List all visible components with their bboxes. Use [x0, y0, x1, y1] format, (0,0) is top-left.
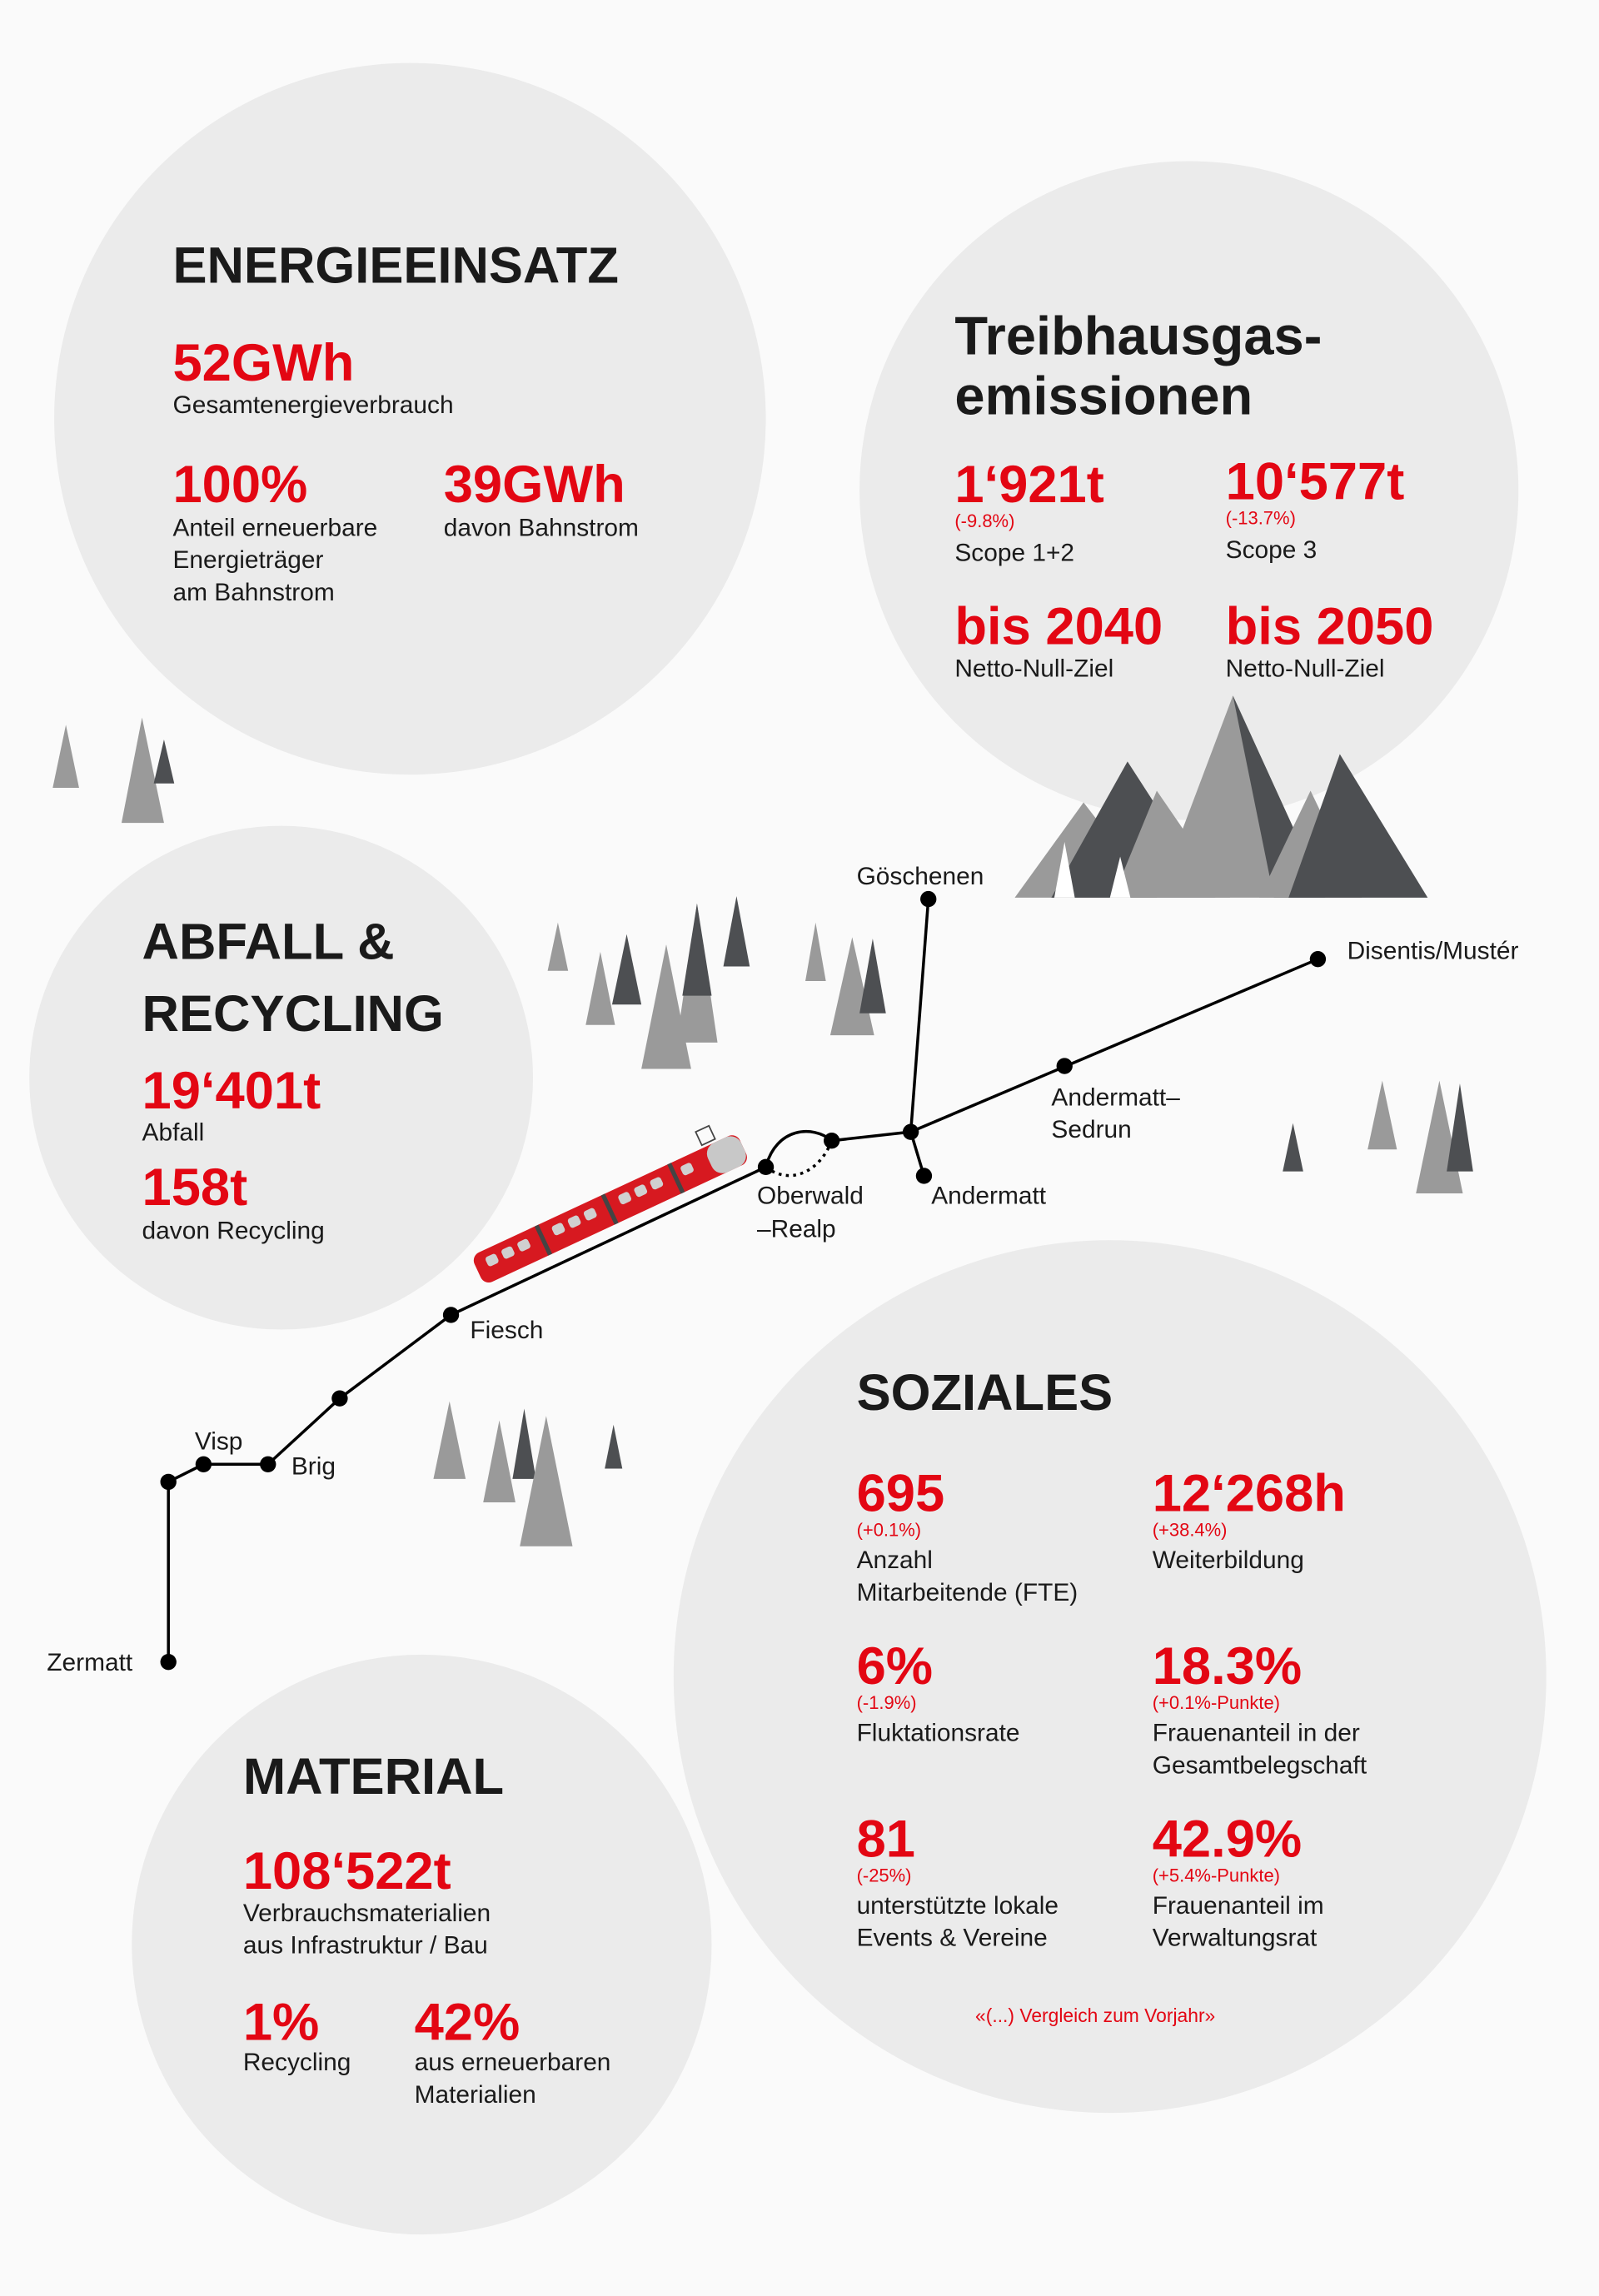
section-title: RECYCLING	[142, 985, 444, 1043]
station-fiesch: Fiesch	[470, 1317, 543, 1344]
abfall-circle	[29, 825, 533, 1330]
stat-label: aus Infrastruktur / Bau	[243, 1932, 488, 1960]
stat-value: 42%	[415, 1993, 521, 2051]
treibhaus-section: Treibhausgas- emissionen 1‘921t (-9.8%) …	[954, 306, 1433, 683]
section-title: ABFALL &	[142, 914, 395, 971]
section-title: MATERIAL	[243, 1748, 504, 1805]
soziales-section: SOZIALES 695(+0.1%) Anzahl Mitarbeitende (…	[857, 1364, 1367, 2026]
stat-change: (+0.1%-Punkte)	[1153, 1692, 1280, 1713]
stat-value: 695	[857, 1465, 945, 1523]
stat-label: Anteil erneuerbare	[172, 515, 377, 542]
material-circle	[132, 1654, 712, 2235]
stat-label: Scope 3	[1226, 536, 1318, 564]
stat-label: aus erneuerbaren	[415, 2049, 611, 2076]
section-title: Treibhausgas-	[954, 306, 1322, 366]
stat-label: Verwaltungsrat	[1153, 1925, 1318, 1952]
stat-label: Verbrauchsmaterialien	[243, 1900, 491, 1927]
station-oberwald: Oberwald	[757, 1182, 864, 1209]
stat-label: Frauenanteil in der	[1153, 1720, 1360, 1747]
stat-value: 19‘401t	[142, 1062, 321, 1120]
stat-change: (+38.4%)	[1153, 1519, 1228, 1540]
stat-change: (-13.7%)	[1226, 507, 1296, 528]
energie-circle	[54, 62, 766, 775]
stat-label: Materialien	[415, 2081, 536, 2109]
stat-value: 100%	[172, 456, 307, 514]
stat-label: Gesamtenergieverbrauch	[172, 391, 453, 419]
stat-label: davon Bahnstrom	[444, 515, 639, 542]
stat-value: 10‘577t	[1226, 453, 1405, 511]
station-labels: Göschenen Disentis/Mustér Andermatt– Sed…	[47, 863, 1518, 1676]
stat-label: Recycling	[243, 2049, 351, 2076]
stat-change: (-9.8%)	[954, 510, 1014, 531]
stat-change: (+0.1%)	[857, 1519, 922, 1540]
station-andermatt-sedrun: Andermatt–	[1051, 1084, 1180, 1112]
stat-value: 12‘268h	[1153, 1465, 1346, 1523]
stat-change: (-25%)	[857, 1865, 912, 1885]
stat-label: Anzahl	[857, 1546, 933, 1574]
station-visp: Visp	[195, 1428, 243, 1456]
stat-value: bis 2050	[1226, 598, 1434, 656]
station-brig: Brig	[291, 1453, 336, 1481]
station-andermatt: Andermatt	[931, 1182, 1047, 1209]
station-disentis: Disentis/Mustér	[1347, 938, 1519, 965]
stat-label: Energieträger	[172, 546, 323, 574]
section-title: SOZIALES	[857, 1364, 1113, 1422]
trees-illustration	[52, 717, 1473, 1546]
soziales-circle	[673, 1240, 1547, 2114]
station-goeschenen: Göschenen	[857, 863, 984, 890]
station-oberwald: –Realp	[757, 1216, 836, 1243]
stat-value: 52GWh	[172, 334, 354, 392]
stat-label: Fluktationsrate	[857, 1720, 1020, 1747]
stat-value: 18.3%	[1153, 1637, 1302, 1696]
stat-label: Abfall	[142, 1119, 205, 1147]
stat-label: Netto-Null-Ziel	[954, 655, 1113, 682]
stat-label: Netto-Null-Ziel	[1226, 655, 1385, 682]
stat-label: am Bahnstrom	[172, 579, 334, 606]
abfall-section: ABFALL & RECYCLING 19‘401t Abfall 158t d…	[142, 914, 444, 1245]
stat-label: davon Recycling	[142, 1218, 325, 1245]
train-illustration	[473, 1124, 747, 1282]
stat-label: Mitarbeitende (FTE)	[857, 1579, 1078, 1606]
stat-value: 108‘522t	[243, 1842, 451, 1900]
stat-value: 39GWh	[444, 456, 625, 514]
mountains-illustration	[1014, 695, 1428, 898]
stat-value: 1‘921t	[954, 456, 1103, 514]
section-title: ENERGIEEINSATZ	[172, 237, 618, 294]
stat-label: Gesamtbelegschaft	[1153, 1751, 1367, 1779]
section-title: emissionen	[954, 366, 1253, 426]
stat-label: Frauenanteil im	[1153, 1892, 1324, 1920]
station-dots	[160, 890, 1327, 1671]
stat-label: Scope 1+2	[954, 539, 1074, 566]
treibhaus-circle	[859, 161, 1519, 820]
energie-section: ENERGIEEINSATZ 52GWh Gesamtenergieverbra…	[172, 237, 638, 606]
stat-label: unterstützte lokale	[857, 1892, 1059, 1920]
stat-value: 158t	[142, 1158, 248, 1217]
stat-value: 1%	[243, 1993, 319, 2051]
station-andermatt-sedrun: Sedrun	[1051, 1116, 1131, 1143]
stat-value: bis 2040	[954, 598, 1163, 656]
stat-value: 81	[857, 1810, 915, 1868]
stat-change: (-1.9%)	[857, 1692, 917, 1713]
stat-value: 6%	[857, 1637, 933, 1696]
stat-value: 42.9%	[1153, 1810, 1302, 1868]
material-section: MATERIAL 108‘522t Verbrauchsmaterialien …	[243, 1748, 611, 2109]
stat-change: (+5.4%-Punkte)	[1153, 1865, 1280, 1885]
comparison-note: «(...) Vergleich zum Vorjahr»	[975, 2005, 1215, 2026]
stat-label: Events & Vereine	[857, 1925, 1048, 1952]
station-zermatt: Zermatt	[47, 1649, 133, 1676]
stat-label: Weiterbildung	[1153, 1546, 1304, 1574]
